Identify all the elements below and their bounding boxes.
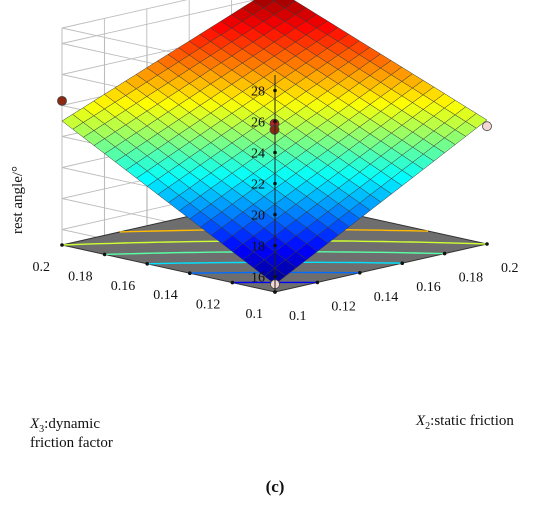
z-tick-label: 24	[251, 147, 265, 162]
x-tick-label: 0.18	[459, 271, 484, 286]
x-tick-label: 0.2	[501, 261, 519, 276]
z-tick-label: 28	[251, 85, 265, 100]
z-tick-label: 16	[251, 271, 265, 286]
z-tick-mark	[273, 181, 277, 186]
y-axis-label: X3:dynamic	[29, 416, 100, 435]
x-tick-label: 0.16	[416, 280, 441, 295]
y-tick-label: 0.1	[246, 307, 264, 322]
y-tick-label: 0.2	[33, 260, 51, 275]
surface-cell	[252, 0, 275, 9]
y-axis-label-var: X	[29, 416, 40, 432]
design-point	[482, 121, 492, 132]
x-axis-label: X2:static friction	[415, 413, 514, 432]
z-tick-mark	[273, 150, 277, 155]
x-tick-mark	[315, 280, 320, 285]
panel-label: (c)	[266, 477, 285, 496]
surface-cell	[271, 0, 277, 2]
x-tick-mark	[358, 271, 362, 275]
y-tick-mark	[230, 280, 235, 285]
y-tick-mark	[60, 243, 64, 247]
y-tick-mark	[273, 290, 277, 294]
x-axis-label-sub: 2	[425, 421, 430, 432]
z-tick-label: 22	[251, 178, 265, 193]
z-tick-mark	[273, 243, 277, 248]
z-tick-label: 20	[251, 209, 265, 224]
y-tick-label: 0.16	[111, 279, 136, 294]
x-tick-label: 0.12	[331, 299, 356, 314]
design-point	[57, 95, 67, 106]
y-tick-mark	[145, 262, 149, 266]
y-axis-label-sub: 3	[39, 424, 44, 435]
y-tick-label: 0.12	[196, 298, 221, 313]
z-tick-mark	[273, 212, 277, 217]
x-axis-label-text: :static friction	[430, 413, 514, 429]
z-axis-label: rest angle/°	[10, 166, 26, 234]
y-tick-mark	[188, 271, 192, 276]
x-tick-mark	[400, 261, 405, 266]
y-tick-mark	[102, 252, 107, 257]
y-tick-label: 0.18	[68, 269, 93, 284]
z-tick-mark	[273, 88, 277, 93]
chart-axes: 16 18 20 22 24 26 28 0.1 0.12 0.14 0.16 0.18 0.2 0.2 0…	[33, 75, 519, 324]
z-tick-label: 18	[251, 240, 265, 255]
surface-cell	[273, 0, 296, 9]
z-tick-label: 26	[251, 116, 265, 131]
y-axis-label-line1: :dynamic	[44, 416, 100, 432]
x-axis-label-var: X	[415, 413, 426, 429]
z-tick-mark	[273, 274, 277, 279]
x-tick-mark	[485, 242, 489, 246]
x-tick-label: 0.14	[374, 290, 399, 305]
z-tick-mark	[273, 119, 277, 124]
y-tick-label: 0.14	[153, 288, 178, 303]
x-tick-label: 0.1	[289, 309, 307, 324]
y-axis-label-line2: friction factor	[30, 435, 113, 451]
x-tick-mark	[442, 251, 447, 256]
